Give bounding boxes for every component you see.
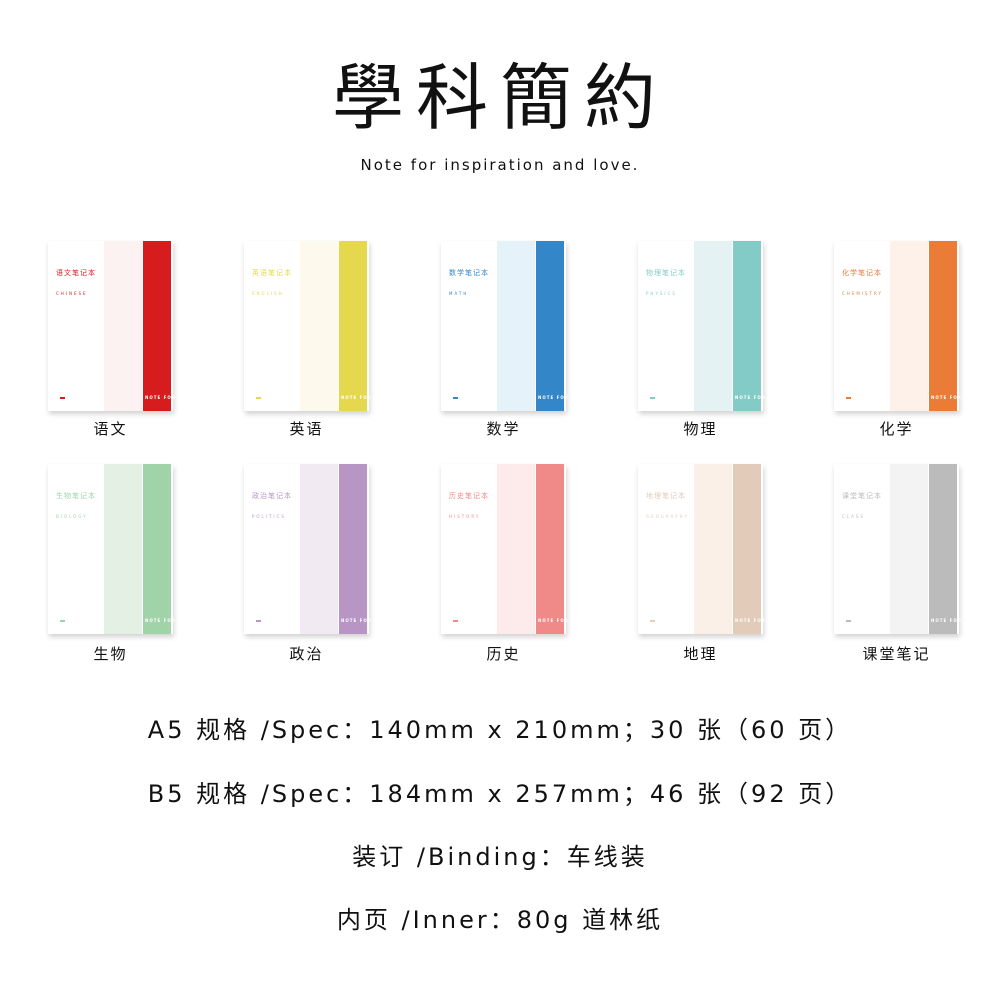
cover-title: 生物笔记本 — [56, 492, 96, 500]
cover-color-strip — [339, 464, 367, 634]
spine-text: NOTE FOR — [145, 618, 176, 623]
spine-text: NOTE FOR — [341, 395, 372, 400]
notebook-cover: 语文笔记本 CHINESE NOTE FOR — [48, 241, 176, 411]
cover-pale-band — [300, 241, 338, 411]
brand-subtitle: Note for inspiration and love. — [360, 156, 640, 174]
cover-color-strip — [143, 241, 171, 411]
cover-mark — [453, 397, 458, 399]
spine-text: NOTE FOR — [341, 618, 372, 623]
notebook-cover: 政治笔记本 POLITICS NOTE FOR — [244, 464, 372, 634]
cover-title: 政治笔记本 — [252, 492, 292, 500]
cover-color-strip — [929, 464, 957, 634]
cover-subtitle: MATH — [449, 291, 469, 296]
notebook-label: 生物 — [93, 645, 128, 663]
cover-subtitle: CHEMISTRY — [842, 291, 883, 296]
notebook-label: 英语 — [289, 420, 324, 438]
cover-pale-band — [694, 241, 732, 411]
spine-text: NOTE FOR — [931, 618, 962, 623]
cover-subtitle: BIOLOGY — [56, 514, 88, 519]
spec-b5: B5 规格 /Spec：184mm x 257mm；46 张（92 页） — [147, 780, 853, 808]
cover-subtitle: PHYSICS — [646, 291, 677, 296]
notebook-cover: 英语笔记本 ENGLISH NOTE FOR — [244, 241, 372, 411]
cover-mark — [60, 397, 65, 399]
cover-pale-band — [497, 241, 535, 411]
cover-title: 历史笔记本 — [449, 492, 489, 500]
notebook-label: 数学 — [486, 420, 521, 438]
notebook-label: 地理 — [683, 645, 718, 663]
cover-title: 数学笔记本 — [449, 269, 489, 277]
cover-title: 英语笔记本 — [252, 269, 292, 277]
cover-pale-band — [300, 464, 338, 634]
cover-mark — [60, 620, 65, 622]
cover-color-strip — [143, 464, 171, 634]
spine-text: NOTE FOR — [538, 618, 569, 623]
notebook-label: 物理 — [683, 420, 718, 438]
cover-color-strip — [339, 241, 367, 411]
cover-subtitle: CHINESE — [56, 291, 88, 296]
spine-text: NOTE FOR — [538, 395, 569, 400]
notebook-label: 政治 — [289, 645, 324, 663]
cover-mark — [846, 620, 851, 622]
cover-title: 物理笔记本 — [646, 269, 686, 277]
notebook-cover: 地理笔记本 GEOGRAPHY NOTE FOR — [638, 464, 766, 634]
spec-inner: 内页 /Inner：80g 道林纸 — [336, 906, 664, 934]
cover-mark — [650, 397, 655, 399]
spec-a5: A5 规格 /Spec：140mm x 210mm；30 张（60 页） — [147, 716, 853, 744]
cover-pale-band — [694, 464, 732, 634]
notebook-cover: 化学笔记本 CHEMISTRY NOTE FOR — [834, 241, 962, 411]
cover-color-strip — [733, 241, 761, 411]
cover-mark — [256, 397, 261, 399]
notebook-label: 历史 — [486, 645, 521, 663]
cover-subtitle: CLASS — [842, 514, 865, 519]
cover-color-strip — [536, 241, 564, 411]
cover-subtitle: ENGLISH — [252, 291, 284, 296]
spine-text: NOTE FOR — [145, 395, 176, 400]
cover-pale-band — [890, 241, 928, 411]
cover-title: 地理笔记本 — [646, 492, 686, 500]
cover-mark — [846, 397, 851, 399]
notebook-cover: 数学笔记本 MATH NOTE FOR — [441, 241, 569, 411]
spine-text: NOTE FOR — [735, 395, 766, 400]
notebook-cover: 生物笔记本 BIOLOGY NOTE FOR — [48, 464, 176, 634]
cover-color-strip — [733, 464, 761, 634]
spine-text: NOTE FOR — [735, 618, 766, 623]
cover-mark — [453, 620, 458, 622]
cover-subtitle: GEOGRAPHY — [646, 514, 690, 519]
spec-binding: 装订 /Binding：车线装 — [352, 843, 648, 871]
cover-title: 语文笔记本 — [56, 269, 96, 277]
notebook-label: 语文 — [93, 420, 128, 438]
cover-color-strip — [536, 464, 564, 634]
cover-color-strip — [929, 241, 957, 411]
notebook-cover: 课堂笔记本 CLASS NOTE FOR — [834, 464, 962, 634]
notebook-label: 课堂笔记 — [862, 645, 931, 663]
notebook-label: 化学 — [879, 420, 914, 438]
brand-title: 學科簡約 — [331, 56, 668, 140]
cover-pale-band — [104, 464, 142, 634]
cover-title: 化学笔记本 — [842, 269, 882, 277]
cover-subtitle: POLITICS — [252, 514, 286, 519]
cover-pale-band — [497, 464, 535, 634]
cover-mark — [650, 620, 655, 622]
notebook-cover: 历史笔记本 HISTORY NOTE FOR — [441, 464, 569, 634]
cover-subtitle: HISTORY — [449, 514, 481, 519]
spine-text: NOTE FOR — [931, 395, 962, 400]
notebook-cover: 物理笔记本 PHYSICS NOTE FOR — [638, 241, 766, 411]
cover-mark — [256, 620, 261, 622]
cover-title: 课堂笔记本 — [842, 492, 882, 500]
cover-pale-band — [104, 241, 142, 411]
cover-pale-band — [890, 464, 928, 634]
